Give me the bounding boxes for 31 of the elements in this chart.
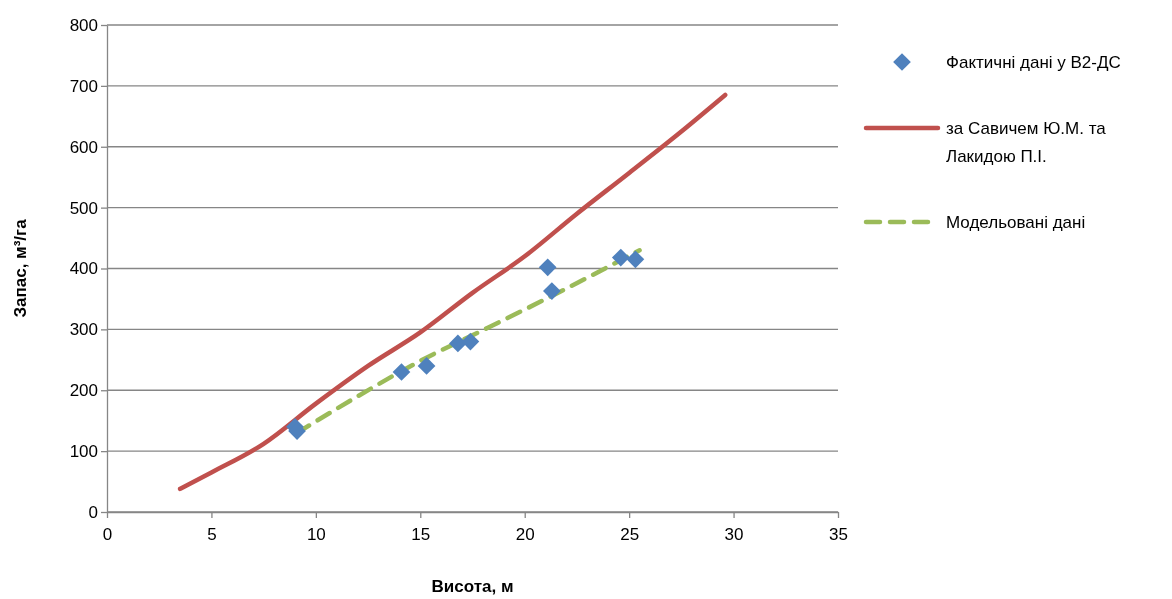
y-tick-label: 0 xyxy=(88,502,98,522)
y-tick-label: 200 xyxy=(69,381,98,401)
legend-label: Фактичні дані у В2-ДС xyxy=(946,53,1121,72)
y-tick-label: 100 xyxy=(69,442,98,462)
y-tick-label: 700 xyxy=(69,76,98,96)
x-tick-label: 0 xyxy=(102,524,113,544)
x-tick-label: 15 xyxy=(411,524,431,544)
y-tick-label: 300 xyxy=(69,320,98,340)
legend-label: Модельовані дані xyxy=(946,213,1086,232)
point xyxy=(392,363,411,381)
point xyxy=(461,332,480,351)
y-tick-label: 400 xyxy=(69,259,98,279)
point xyxy=(543,282,561,300)
legend-label: за Савичем Ю.М. та Лакидою П.І. xyxy=(946,119,1107,167)
x-tick-label: 10 xyxy=(306,524,326,544)
x-tick-label: 25 xyxy=(620,524,640,544)
line-series xyxy=(177,92,728,492)
y-axis-title: Запас, м³/га xyxy=(11,218,30,318)
y-tick-label: 800 xyxy=(69,15,98,35)
x-tick-label: 20 xyxy=(515,524,535,544)
y-tick-label: 600 xyxy=(69,137,98,157)
y-tick-label: 500 xyxy=(69,198,98,218)
point xyxy=(611,248,630,267)
x-tick-label: 5 xyxy=(207,524,217,544)
x-tick-label: 30 xyxy=(724,524,744,544)
point xyxy=(417,357,436,375)
point xyxy=(449,334,467,353)
x-axis-title: Висота, м xyxy=(431,577,514,596)
x-tick-label: 35 xyxy=(829,524,848,544)
point xyxy=(626,250,645,269)
point xyxy=(538,258,557,277)
